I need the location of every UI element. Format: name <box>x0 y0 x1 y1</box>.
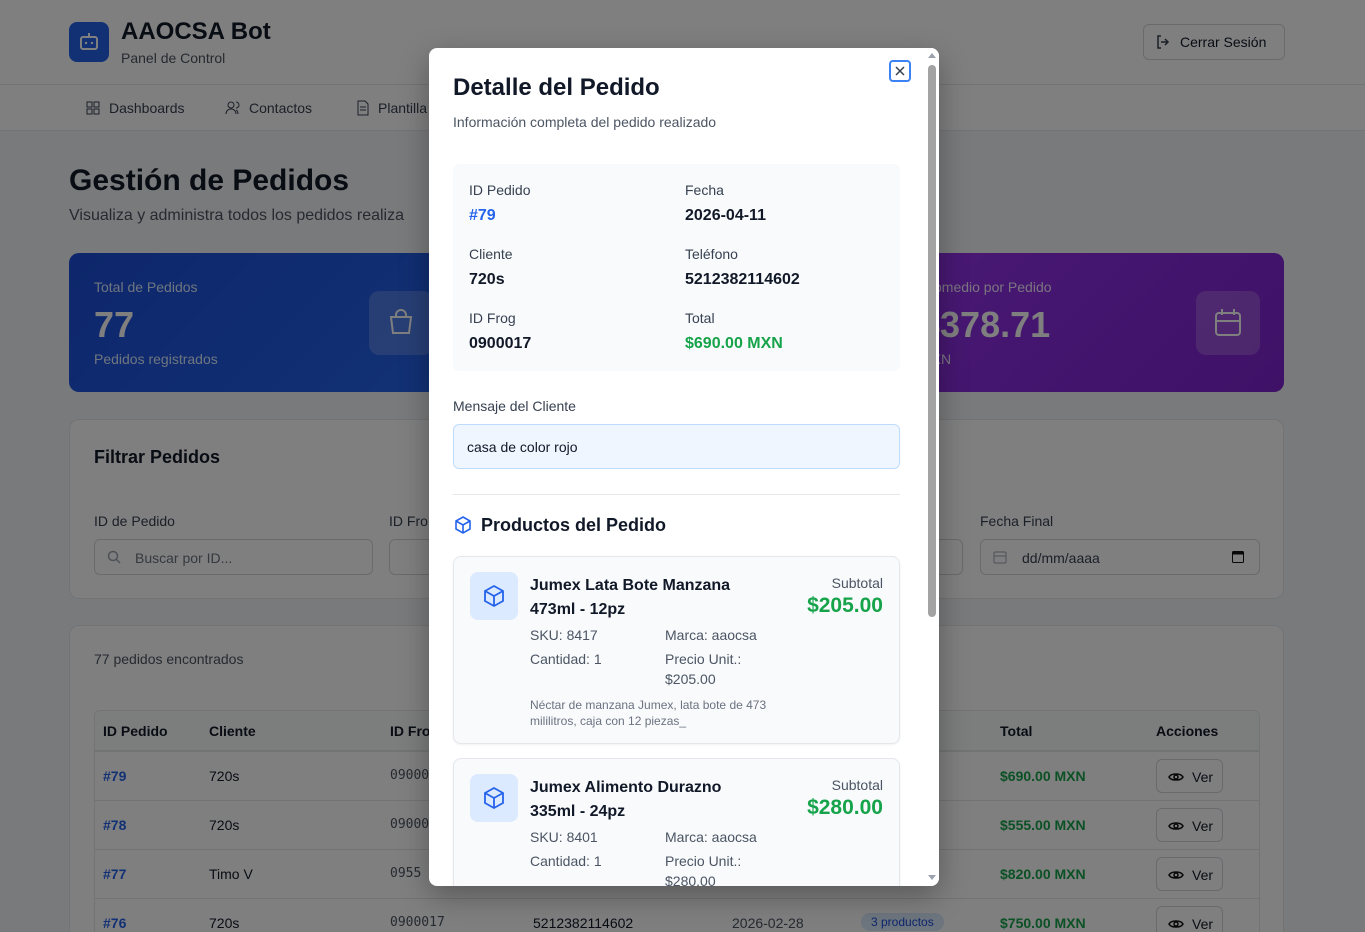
message-box: casa de color rojo <box>453 424 900 469</box>
modal-title: Detalle del Pedido <box>453 74 660 101</box>
subtotal-value: $280.00 <box>807 796 883 819</box>
unit-price: $205.00 <box>665 671 716 687</box>
info-box: ID Pedido #79 Fecha 2026-04-11 Cliente 720s Te… <box>453 164 900 371</box>
scrollbar[interactable] <box>925 48 939 886</box>
field-value: 720s <box>469 271 505 288</box>
close-button[interactable] <box>889 60 911 82</box>
product-card: Jumex Lata Bote Manzana 473ml - 12pz Subt… <box>453 556 900 744</box>
product-name: Jumex Alimento Durazno 335ml - 24pz <box>530 779 722 820</box>
product-brand: Marca: aaocsa <box>665 627 757 643</box>
field-value: 5212382114602 <box>685 271 800 288</box>
product-brand: Marca: aaocsa <box>665 829 757 845</box>
product-icon <box>470 572 518 620</box>
unit-label: Precio Unit.: <box>665 853 742 869</box>
product-sku: SKU: 8417 <box>530 627 598 643</box>
field-value: $690.00 MXN <box>685 335 783 352</box>
field-label: Teléfono <box>685 246 738 262</box>
field-value: 0900017 <box>469 335 532 352</box>
subtotal-label: Subtotal <box>831 777 883 793</box>
products-icon <box>455 516 471 534</box>
product-qty: Cantidad: 1 <box>530 853 602 869</box>
product-sku: SKU: 8401 <box>530 829 598 845</box>
product-desc: Néctar de manzana Jumex, lata bote de 47… <box>530 698 767 728</box>
divider <box>453 494 900 495</box>
field-label: Cliente <box>469 246 513 262</box>
order-modal: Detalle del Pedido Información completa … <box>429 48 939 886</box>
field-label: Total <box>685 310 715 326</box>
subtotal-label: Subtotal <box>831 575 883 591</box>
field-value: #79 <box>469 207 496 224</box>
field-label: Fecha <box>685 182 724 198</box>
unit-label: Precio Unit.: <box>665 651 742 667</box>
field-value: 2026-04-11 <box>685 207 766 224</box>
modal-subtitle: Información completa del pedido realizad… <box>453 114 717 130</box>
product-name: Jumex Lata Bote Manzana 473ml - 12pz <box>530 577 731 618</box>
subtotal-value: $205.00 <box>807 594 883 617</box>
message-label: Mensaje del Cliente <box>453 398 576 414</box>
unit-price: $280.00 <box>665 873 716 886</box>
product-qty: Cantidad: 1 <box>530 651 602 667</box>
products-title: Productos del Pedido <box>481 515 667 535</box>
field-label: ID Frog <box>469 310 516 326</box>
field-label: ID Pedido <box>469 182 531 198</box>
product-icon <box>470 774 518 822</box>
product-card: Jumex Alimento Durazno 335ml - 24pz Subto… <box>453 758 900 886</box>
